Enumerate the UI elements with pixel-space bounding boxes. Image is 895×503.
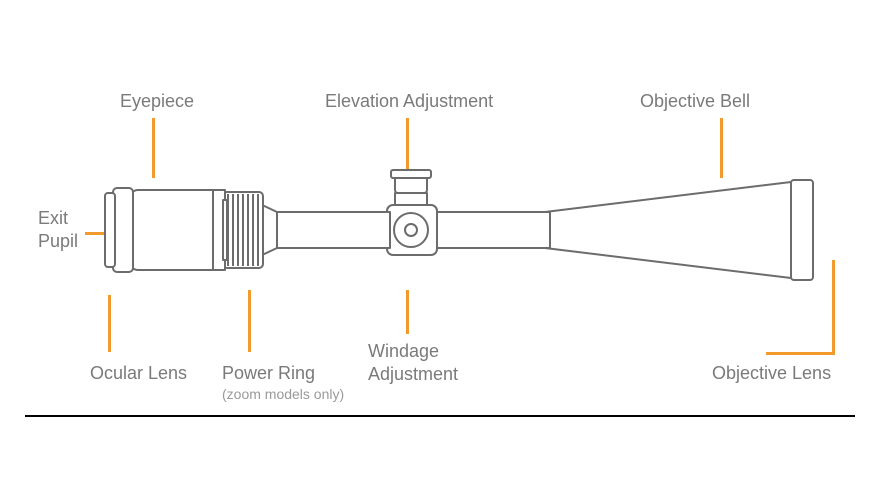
label-power-ring-note: (zoom models only) xyxy=(222,386,344,402)
label-objective-lens: Objective Lens xyxy=(712,362,831,385)
label-windage-line2: Adjustment xyxy=(368,364,458,384)
label-exit-pupil-line1: Exit xyxy=(38,208,68,228)
leader-objective-lens-v xyxy=(832,260,835,352)
label-ocular-lens: Ocular Lens xyxy=(90,362,187,385)
leader-ocular-lens xyxy=(108,295,111,352)
scope-illustration xyxy=(95,160,815,300)
separator-rule xyxy=(25,415,855,417)
label-elevation-adjustment: Elevation Adjustment xyxy=(325,90,493,113)
label-power-ring: Power Ring xyxy=(222,362,315,385)
leader-objective-lens-h xyxy=(766,352,835,355)
label-objective-bell: Objective Bell xyxy=(640,90,750,113)
label-eyepiece: Eyepiece xyxy=(120,90,194,113)
label-windage-adjustment: Windage Adjustment xyxy=(368,340,458,385)
label-windage-line1: Windage xyxy=(368,341,439,361)
diagram-container: Eyepiece Elevation Adjustment Objective … xyxy=(0,0,895,503)
label-exit-pupil: Exit Pupil xyxy=(38,207,78,252)
label-exit-pupil-line2: Pupil xyxy=(38,231,78,251)
